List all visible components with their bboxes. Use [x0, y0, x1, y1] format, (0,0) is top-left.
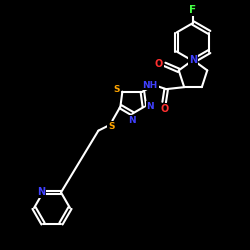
- Text: S: S: [113, 85, 120, 94]
- Text: S: S: [108, 122, 115, 131]
- Text: N: N: [189, 55, 197, 65]
- Text: N: N: [37, 188, 45, 198]
- Text: N: N: [146, 102, 154, 111]
- Text: O: O: [154, 59, 163, 69]
- Text: N: N: [128, 116, 136, 125]
- Text: F: F: [190, 5, 196, 15]
- Text: O: O: [160, 104, 168, 114]
- Text: NH: NH: [142, 81, 158, 90]
